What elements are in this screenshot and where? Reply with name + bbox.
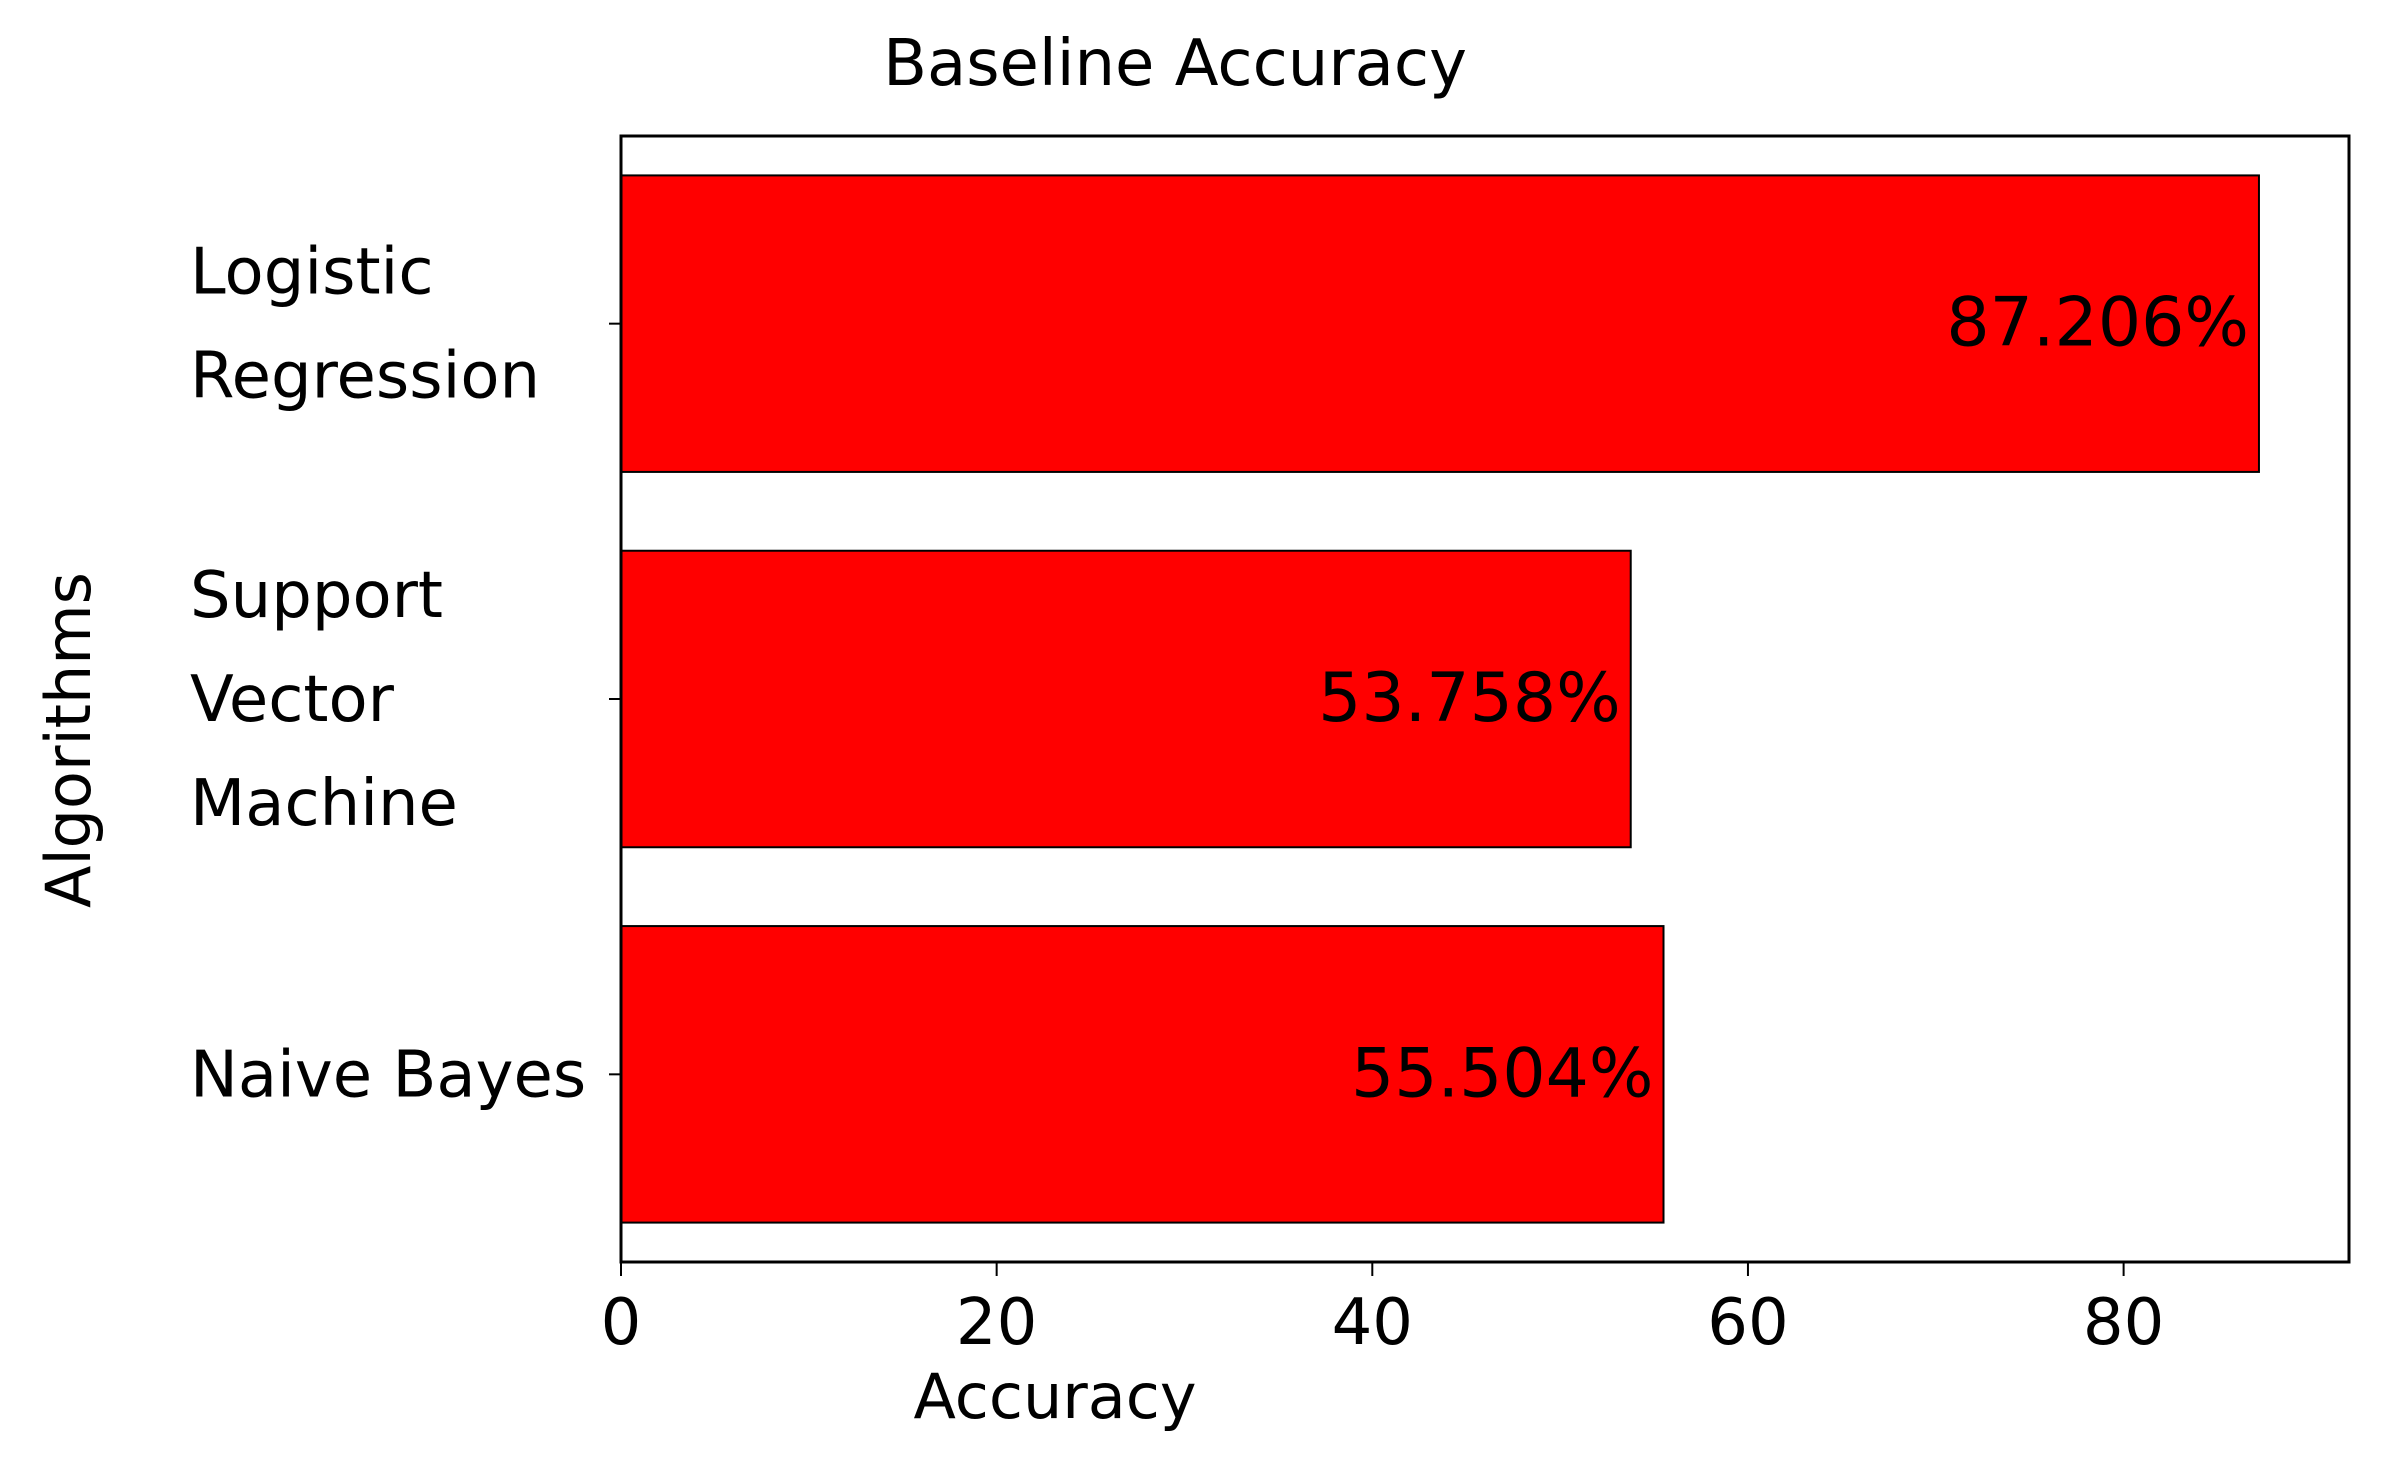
x-tick-label-3: 60	[1707, 1286, 1788, 1360]
bar-2	[620, 925, 1665, 1224]
chart-marks: 87.206% Logistic Regression 53.758% Support V…	[190, 134, 2351, 1360]
bar-value-label-0: 87.206%	[1946, 284, 2249, 363]
plot-frame	[619, 134, 2351, 1264]
y-axis-label: Algorithms	[32, 572, 105, 908]
x-tick-label-2: 40	[1332, 1286, 1413, 1360]
y-tick-label-1-1: Vector	[190, 663, 395, 737]
bar-0	[620, 174, 2260, 473]
x-tick-label-1: 20	[956, 1286, 1037, 1360]
bar-1	[620, 549, 1632, 849]
x-tick-label-0: 0	[601, 1286, 642, 1360]
bar-value-label-1: 53.758%	[1318, 659, 1621, 738]
y-tick-label-1-0: Support	[190, 559, 443, 633]
chart-title: Baseline Accuracy	[883, 27, 1467, 101]
x-axis-label: Accuracy	[913, 1360, 1196, 1433]
x-tick-label-4: 80	[2083, 1286, 2164, 1360]
bar-value-label-2: 55.504%	[1351, 1034, 1654, 1113]
y-tick-label-0-1: Regression	[190, 340, 540, 414]
y-tick-label-2-0: Naive Bayes	[190, 1038, 586, 1112]
y-tick-label-1-2: Machine	[190, 767, 458, 841]
y-tick-label-0-0: Logistic	[190, 236, 434, 310]
